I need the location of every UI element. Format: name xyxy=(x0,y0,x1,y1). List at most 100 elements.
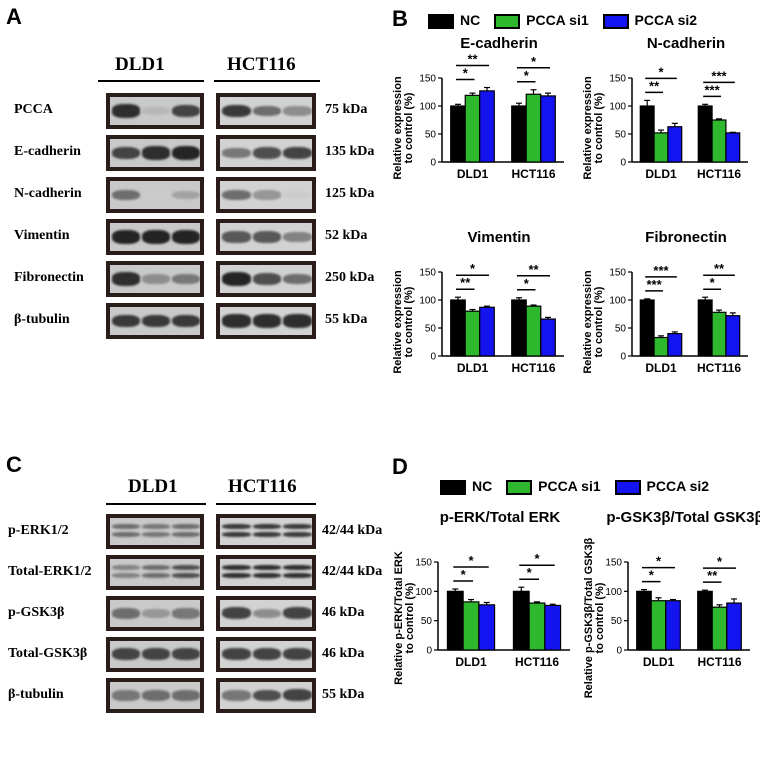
western-blot-panel-a: DLD1 HCT116 PCCA 75 kDa E-cadherin 135 kDa N… xyxy=(0,0,390,450)
protein-band xyxy=(283,689,312,702)
bar-pcca-si2 xyxy=(725,132,741,163)
x-tick-label: DLD1 xyxy=(457,167,489,181)
protein-band xyxy=(283,191,312,199)
protein-band xyxy=(112,314,140,328)
blot-membrane xyxy=(106,555,204,590)
protein-band xyxy=(252,190,282,200)
significance-stars: * xyxy=(656,554,662,569)
y-tick-label: 50 xyxy=(615,324,627,335)
blot-membrane xyxy=(106,219,204,255)
protein-band xyxy=(112,524,140,530)
significance-stars: * xyxy=(463,66,469,81)
y-tick-label: 100 xyxy=(605,587,622,598)
protein-band xyxy=(283,573,312,579)
x-tick-label: DLD1 xyxy=(643,655,675,669)
protein-band xyxy=(142,191,170,199)
bar-nc xyxy=(446,590,464,651)
protein-band xyxy=(172,230,200,244)
protein-band xyxy=(172,190,200,200)
y-tick-label: 150 xyxy=(419,268,436,279)
y-tick-label: 50 xyxy=(615,130,627,141)
y-tick-label: 150 xyxy=(609,268,626,279)
bar-pcca-si1 xyxy=(650,600,667,651)
molecular-weight-label: 125 kDa xyxy=(325,186,375,201)
panel-letter-b: B xyxy=(392,6,408,31)
protein-band xyxy=(283,146,312,160)
chart-title: Fibronectin xyxy=(645,230,727,246)
bar-pcca-si2 xyxy=(726,602,742,651)
y-axis-label: to control (%) xyxy=(403,92,415,163)
molecular-weight-label: 46 kDa xyxy=(322,645,365,661)
bar-pcca-si2 xyxy=(478,604,496,651)
blot-row-label: β-tubulin xyxy=(8,686,64,702)
bar-nc xyxy=(639,105,655,163)
bar-pcca-si2 xyxy=(667,332,683,357)
significance-stars: *** xyxy=(653,263,669,278)
blot-membrane xyxy=(106,177,204,213)
chart-title: p-GSK3β/Total GSK3β xyxy=(606,509,760,526)
significance-stars: * xyxy=(717,554,723,569)
protein-band xyxy=(172,608,200,619)
protein-band xyxy=(112,608,140,619)
protein-band xyxy=(172,648,200,661)
bar-pcca-si1 xyxy=(711,119,727,163)
protein-band xyxy=(252,648,282,661)
y-tick-label: 0 xyxy=(620,352,626,363)
legend-label-si1: PCCA si1 xyxy=(538,478,601,494)
significance-stars: ** xyxy=(467,52,478,67)
bar-nc xyxy=(697,299,713,357)
protein-band xyxy=(142,146,170,160)
y-axis-label: to control (%) xyxy=(594,582,606,653)
protein-band xyxy=(252,231,282,243)
significance-stars: *** xyxy=(647,277,663,292)
bar-pcca-si1 xyxy=(711,311,727,357)
x-tick-label: DLD1 xyxy=(645,167,677,181)
protein-band xyxy=(142,230,170,244)
protein-band xyxy=(142,648,170,661)
y-tick-label: 0 xyxy=(620,158,626,169)
protein-band xyxy=(142,565,170,571)
y-tick-label: 0 xyxy=(430,352,436,363)
blot-membrane xyxy=(216,637,316,672)
significance-stars: * xyxy=(468,553,474,568)
x-tick-label: DLD1 xyxy=(455,655,487,669)
protein-band xyxy=(222,272,251,286)
protein-band xyxy=(222,690,251,701)
significance-stars: *** xyxy=(705,82,721,97)
protein-band xyxy=(222,573,251,579)
blot-row-label: Fibronectin xyxy=(14,270,84,285)
bar-pcca-si2 xyxy=(667,126,683,163)
blot-membrane xyxy=(106,596,204,631)
x-tick-label: HCT116 xyxy=(697,167,741,181)
significance-stars: * xyxy=(649,568,655,583)
blot-membrane xyxy=(106,303,204,339)
protein-band xyxy=(252,532,282,538)
bar-nc xyxy=(511,105,527,163)
significance-stars: ** xyxy=(649,78,660,93)
protein-band xyxy=(142,573,170,579)
bar-chart-1: N-cadherin Relative expression to control … xyxy=(582,36,748,181)
protein-band xyxy=(142,524,170,530)
cell-line-underline xyxy=(106,503,206,505)
protein-band xyxy=(142,690,170,701)
legend-label-nc: NC xyxy=(472,478,493,494)
y-axis-label: Relative p-GSK3β/Total GSK3β xyxy=(583,537,595,698)
significance-stars: ** xyxy=(460,275,471,290)
protein-band xyxy=(252,273,282,285)
blot-membrane xyxy=(106,637,204,672)
significance-stars: * xyxy=(527,565,533,580)
bar-nc xyxy=(511,299,527,357)
molecular-weight-label: 55 kDa xyxy=(325,312,368,327)
y-axis-label: to control (%) xyxy=(593,286,605,357)
protein-band xyxy=(172,104,200,118)
y-axis-label: Relative p-ERK/Total ERK xyxy=(393,551,405,685)
protein-band xyxy=(112,532,140,538)
blot-membrane xyxy=(216,514,316,549)
y-tick-label: 0 xyxy=(616,646,622,657)
panel-letter-d: D xyxy=(392,454,408,479)
blot-membrane xyxy=(216,596,316,631)
significance-stars: * xyxy=(710,275,716,290)
y-axis-label: Relative expression xyxy=(582,76,594,180)
chart-title: p-ERK/Total ERK xyxy=(440,509,561,526)
blot-row-label: Total-ERK1/2 xyxy=(8,563,92,579)
